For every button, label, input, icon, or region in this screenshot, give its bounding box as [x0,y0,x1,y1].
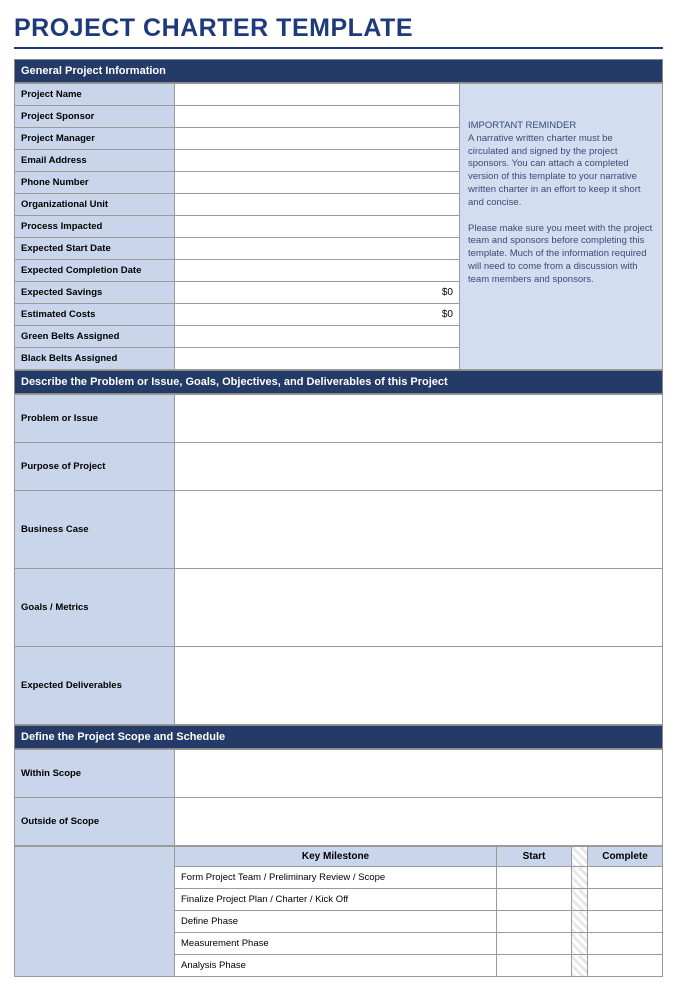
value-savings[interactable]: $0 [175,282,460,304]
reminder-p2: Please make sure you meet with the proje… [468,223,652,285]
label-business-case: Business Case [15,491,175,569]
start-4[interactable] [497,955,572,977]
value-problem[interactable] [175,395,663,443]
value-project-sponsor[interactable] [175,106,460,128]
label-within-scope: Within Scope [15,750,175,798]
milestone-0: Form Project Team / Preliminary Review /… [175,867,497,889]
label-project-manager: Project Manager [15,128,175,150]
complete-0[interactable] [588,867,663,889]
complete-1[interactable] [588,889,663,911]
hatch-separator [572,911,588,933]
section-header-scope: Define the Project Scope and Schedule [14,725,663,749]
general-info-table: Project Name IMPORTANT REMINDER A narrat… [14,83,663,370]
value-deliverables[interactable] [175,647,663,725]
scope-table: Within Scope Outside of Scope [14,749,663,846]
section-header-general: General Project Information [14,59,663,83]
value-phone[interactable] [175,172,460,194]
value-purpose[interactable] [175,443,663,491]
value-project-manager[interactable] [175,128,460,150]
value-org-unit[interactable] [175,194,460,216]
complete-4[interactable] [588,955,663,977]
reminder-panel: IMPORTANT REMINDER A narrative written c… [460,84,663,370]
start-2[interactable] [497,911,572,933]
value-business-case[interactable] [175,491,663,569]
start-0[interactable] [497,867,572,889]
label-costs: Estimated Costs [15,304,175,326]
label-project-name: Project Name [15,84,175,106]
value-project-name[interactable] [175,84,460,106]
milestone-2: Define Phase [175,911,497,933]
header-milestone: Key Milestone [175,847,497,867]
label-org-unit: Organizational Unit [15,194,175,216]
label-completion-date: Expected Completion Date [15,260,175,282]
value-start-date[interactable] [175,238,460,260]
label-email: Email Address [15,150,175,172]
label-project-sponsor: Project Sponsor [15,106,175,128]
label-phone: Phone Number [15,172,175,194]
hatch-separator [572,955,588,977]
value-black-belts[interactable] [175,348,460,370]
hatch-separator [572,889,588,911]
label-deliverables: Expected Deliverables [15,647,175,725]
complete-3[interactable] [588,933,663,955]
label-goals: Goals / Metrics [15,569,175,647]
header-start: Start [497,847,572,867]
label-black-belts: Black Belts Assigned [15,348,175,370]
value-process[interactable] [175,216,460,238]
header-complete: Complete [588,847,663,867]
milestone-1: Finalize Project Plan / Charter / Kick O… [175,889,497,911]
label-green-belts: Green Belts Assigned [15,326,175,348]
page-title: PROJECT CHARTER TEMPLATE [14,14,663,49]
value-costs[interactable]: $0 [175,304,460,326]
reminder-title: IMPORTANT REMINDER [468,120,654,133]
value-completion-date[interactable] [175,260,460,282]
schedule-left-blank [15,847,175,977]
milestone-3: Measurement Phase [175,933,497,955]
label-outside-scope: Outside of Scope [15,798,175,846]
hatch-separator [572,933,588,955]
value-within-scope[interactable] [175,750,663,798]
value-goals[interactable] [175,569,663,647]
label-savings: Expected Savings [15,282,175,304]
complete-2[interactable] [588,911,663,933]
value-outside-scope[interactable] [175,798,663,846]
milestone-4: Analysis Phase [175,955,497,977]
reminder-p1: A narrative written charter must be circ… [468,133,641,208]
label-purpose: Purpose of Project [15,443,175,491]
describe-table: Problem or Issue Purpose of Project Busi… [14,394,663,725]
schedule-table: Key Milestone Start Complete Form Projec… [14,846,663,977]
label-start-date: Expected Start Date [15,238,175,260]
value-email[interactable] [175,150,460,172]
section-header-describe: Describe the Problem or Issue, Goals, Ob… [14,370,663,394]
value-green-belts[interactable] [175,326,460,348]
start-3[interactable] [497,933,572,955]
label-process: Process Impacted [15,216,175,238]
label-problem: Problem or Issue [15,395,175,443]
hatch-separator [572,847,588,867]
start-1[interactable] [497,889,572,911]
hatch-separator [572,867,588,889]
